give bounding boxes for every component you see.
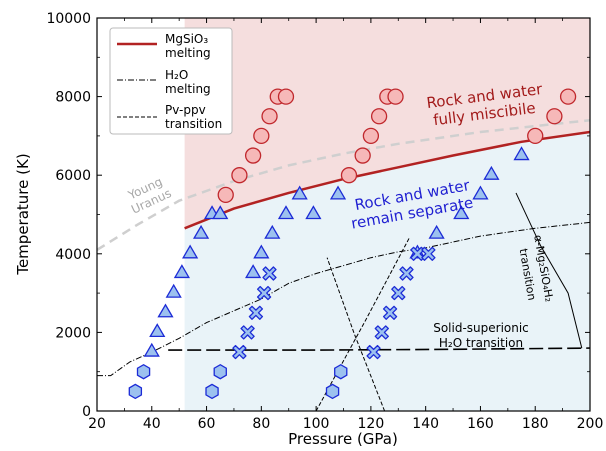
marker-circle-8 [354, 147, 371, 164]
marker-triangle-21 [513, 146, 530, 161]
marker-hexagon-3 [213, 363, 227, 380]
x-tick-label-7: 160 [467, 416, 494, 432]
marker-triangle-4 [173, 264, 190, 279]
legend-box [109, 27, 233, 135]
y-tick-label-3: 6000 [55, 168, 91, 184]
marker-circle-4 [261, 108, 278, 125]
marker-circle-9 [362, 127, 380, 145]
marker-x-3 [256, 285, 272, 301]
region-miscible [184, 18, 590, 229]
marker-triangle-6 [192, 224, 210, 239]
y-tick-label-5: 10000 [46, 11, 91, 27]
annotation-superionic-line-2: H₂O transition [439, 336, 523, 350]
x-tick-label-2: 60 [198, 416, 216, 432]
alpha-transition-curve [515, 192, 583, 349]
y-tick-label-2: 4000 [55, 247, 91, 263]
x-axis-label: Pressure (GPa) [288, 430, 398, 448]
marker-circle-10 [370, 108, 388, 125]
legend-h2o-label-2: melting [165, 82, 211, 96]
marker-x-5 [366, 344, 381, 360]
legend-mgsio3-label-1: MgSiO₃ [165, 32, 208, 46]
legend-pvppv-label-2: transition [165, 117, 222, 131]
marker-triangle-19 [472, 185, 489, 200]
y-tick-label-1: 2000 [55, 325, 91, 341]
x-tick-label-0: 20 [88, 416, 106, 432]
region-separate [184, 132, 590, 411]
marker-triangle-9 [245, 264, 262, 279]
x-tick-label-5: 120 [358, 416, 385, 432]
marker-circle-12 [387, 88, 404, 105]
marker-circle-15 [559, 88, 577, 105]
legend-mgsio3-label-2: melting [165, 46, 211, 60]
legend: MgSiO₃ melting H₂O melting Pv-ppv transi… [109, 27, 233, 135]
marker-hexagon-4 [325, 383, 340, 400]
young-uranus-curve [97, 118, 590, 251]
marker-triangle-8 [212, 205, 229, 220]
marker-triangle-11 [264, 224, 281, 239]
h2o-melting-curve [97, 221, 590, 377]
marker-circle-2 [244, 147, 262, 164]
marker-hexagon-0 [128, 383, 143, 400]
marker-hexagon-2 [205, 383, 219, 400]
marker-x-7 [382, 305, 398, 320]
marker-circle-6 [277, 88, 295, 105]
marker-circle-1 [231, 167, 248, 184]
marker-x-11 [421, 246, 436, 261]
marker-circle-3 [253, 127, 270, 145]
marker-hexagon-1 [136, 363, 151, 380]
marker-triangle-3 [165, 283, 182, 298]
pv-ppv-line-1 [315, 237, 410, 411]
marker-x-2 [248, 305, 264, 320]
marker-x-8 [391, 285, 406, 301]
x-tick-label-3: 80 [252, 416, 270, 432]
x-tick-label-1: 40 [143, 416, 161, 432]
y-tick-label-4: 8000 [55, 90, 91, 106]
marker-x-0 [232, 344, 247, 360]
marker-x-9 [399, 266, 414, 281]
marker-triangle-14 [305, 205, 322, 220]
marker-triangle-0 [143, 342, 160, 357]
legend-h2o-label-1: H₂O [165, 68, 188, 82]
pv-ppv-line-2 [326, 257, 386, 411]
x-tick-label-8: 180 [522, 416, 549, 432]
legend-pvppv-label-1: Pv-ppv [165, 103, 206, 117]
marker-x-1 [240, 325, 255, 340]
marker-triangle-5 [182, 244, 199, 259]
marker-triangle-17 [428, 224, 445, 239]
marker-triangle-15 [329, 185, 347, 200]
marker-triangle-12 [277, 205, 295, 220]
marker-x-6 [374, 325, 389, 340]
marker-circle-14 [546, 108, 563, 125]
marker-triangle-13 [291, 185, 308, 200]
marker-circle-0 [217, 186, 234, 204]
marker-triangle-1 [149, 323, 166, 338]
superionic-transition-line [168, 347, 590, 351]
y-tick-label-0: 0 [82, 404, 91, 420]
marker-circle-13 [527, 127, 544, 145]
mgsio3-melting-curve [184, 130, 590, 230]
x-tick-label-4: 100 [303, 416, 330, 432]
marker-circle-7 [340, 167, 358, 184]
marker-triangle-2 [157, 303, 174, 318]
marker-triangle-10 [253, 244, 270, 259]
x-tick-label-9: 200 [577, 416, 604, 432]
y-axis-label: Temperature (K) [14, 153, 32, 275]
marker-hexagon-5 [334, 363, 348, 380]
marker-triangle-18 [453, 205, 470, 220]
marker-triangle-20 [483, 165, 500, 180]
marker-x-4 [262, 266, 277, 281]
annotation-superionic-line-1: Solid-superionic [433, 321, 529, 335]
x-tick-label-6: 140 [412, 416, 439, 432]
